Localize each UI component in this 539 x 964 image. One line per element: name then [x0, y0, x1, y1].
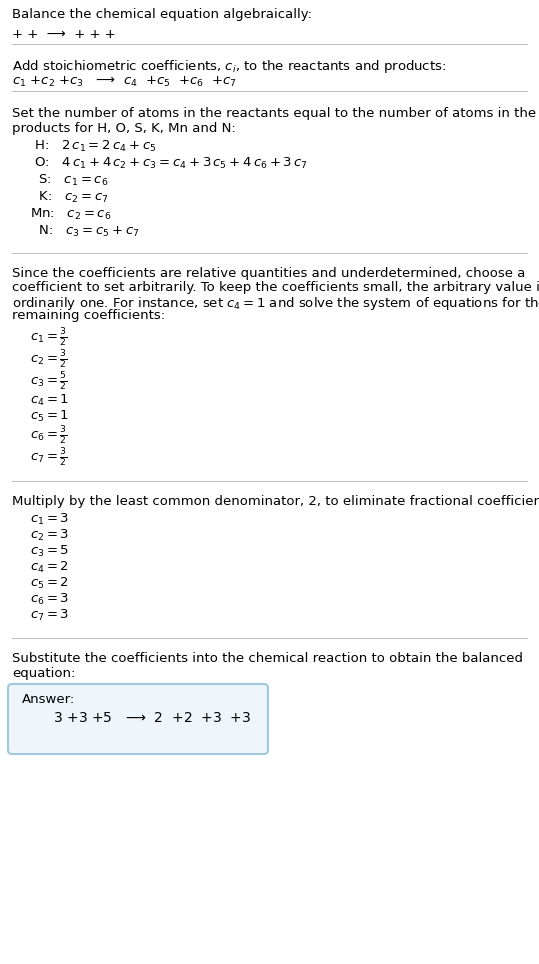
Text: $c_5 = 1$: $c_5 = 1$ — [30, 409, 69, 424]
Text: Answer:: Answer: — [22, 693, 75, 706]
Text: Since the coefficients are relative quantities and underdetermined, choose a: Since the coefficients are relative quan… — [12, 267, 526, 280]
FancyBboxPatch shape — [8, 684, 268, 754]
Text: $c_1$ +$c_2$ +$c_3$   ⟶  $c_4$  +$c_5$  +$c_6$  +$c_7$: $c_1$ +$c_2$ +$c_3$ ⟶ $c_4$ +$c_5$ +$c_6… — [12, 75, 237, 89]
Text: Mn:   $c_2 = c_6$: Mn: $c_2 = c_6$ — [30, 207, 111, 222]
Text: Substitute the coefficients into the chemical reaction to obtain the balanced: Substitute the coefficients into the che… — [12, 652, 523, 665]
Text: remaining coefficients:: remaining coefficients: — [12, 309, 165, 322]
Text: $c_2 = 3$: $c_2 = 3$ — [30, 528, 69, 543]
Text: $c_7 = 3$: $c_7 = 3$ — [30, 608, 69, 623]
Text: O:   $4\,c_1 + 4\,c_2 + c_3 = c_4 + 3\,c_5 + 4\,c_6 + 3\,c_7$: O: $4\,c_1 + 4\,c_2 + c_3 = c_4 + 3\,c_5… — [30, 156, 308, 171]
Text: $c_1 = \frac{3}{2}$: $c_1 = \frac{3}{2}$ — [30, 327, 68, 349]
Text: $c_2 = \frac{3}{2}$: $c_2 = \frac{3}{2}$ — [30, 349, 68, 371]
Text: $3$ +$3$ +$5$   ⟶  $2$  +$2$  +$3$  +$3$: $3$ +$3$ +$5$ ⟶ $2$ +$2$ +$3$ +$3$ — [40, 711, 251, 725]
Text: N:   $c_3 = c_5 + c_7$: N: $c_3 = c_5 + c_7$ — [30, 224, 140, 239]
Text: equation:: equation: — [12, 667, 75, 680]
Text: Add stoichiometric coefficients, $c_i$, to the reactants and products:: Add stoichiometric coefficients, $c_i$, … — [12, 58, 446, 75]
Text: + +  ⟶  + + +: + + ⟶ + + + — [12, 28, 116, 41]
Text: $c_3 = \frac{5}{2}$: $c_3 = \frac{5}{2}$ — [30, 371, 68, 393]
Text: Balance the chemical equation algebraically:: Balance the chemical equation algebraica… — [12, 8, 312, 21]
Text: ordinarily one. For instance, set $c_4 = 1$ and solve the system of equations fo: ordinarily one. For instance, set $c_4 =… — [12, 295, 539, 312]
Text: $c_7 = \frac{3}{2}$: $c_7 = \frac{3}{2}$ — [30, 447, 68, 469]
Text: Set the number of atoms in the reactants equal to the number of atoms in the: Set the number of atoms in the reactants… — [12, 107, 536, 120]
Text: S:   $c_1 = c_6$: S: $c_1 = c_6$ — [30, 173, 108, 188]
Text: $c_3 = 5$: $c_3 = 5$ — [30, 544, 69, 559]
Text: coefficient to set arbitrarily. To keep the coefficients small, the arbitrary va: coefficient to set arbitrarily. To keep … — [12, 281, 539, 294]
Text: $c_4 = 1$: $c_4 = 1$ — [30, 393, 69, 408]
Text: $c_4 = 2$: $c_4 = 2$ — [30, 560, 69, 576]
Text: K:   $c_2 = c_7$: K: $c_2 = c_7$ — [30, 190, 108, 205]
Text: products for H, O, S, K, Mn and N:: products for H, O, S, K, Mn and N: — [12, 122, 236, 135]
Text: $c_6 = 3$: $c_6 = 3$ — [30, 592, 69, 607]
Text: $c_6 = \frac{3}{2}$: $c_6 = \frac{3}{2}$ — [30, 425, 68, 447]
Text: H:   $2\,c_1 = 2\,c_4 + c_5$: H: $2\,c_1 = 2\,c_4 + c_5$ — [30, 139, 156, 154]
Text: Multiply by the least common denominator, 2, to eliminate fractional coefficient: Multiply by the least common denominator… — [12, 495, 539, 508]
Text: $c_5 = 2$: $c_5 = 2$ — [30, 576, 69, 591]
Text: $c_1 = 3$: $c_1 = 3$ — [30, 512, 69, 527]
